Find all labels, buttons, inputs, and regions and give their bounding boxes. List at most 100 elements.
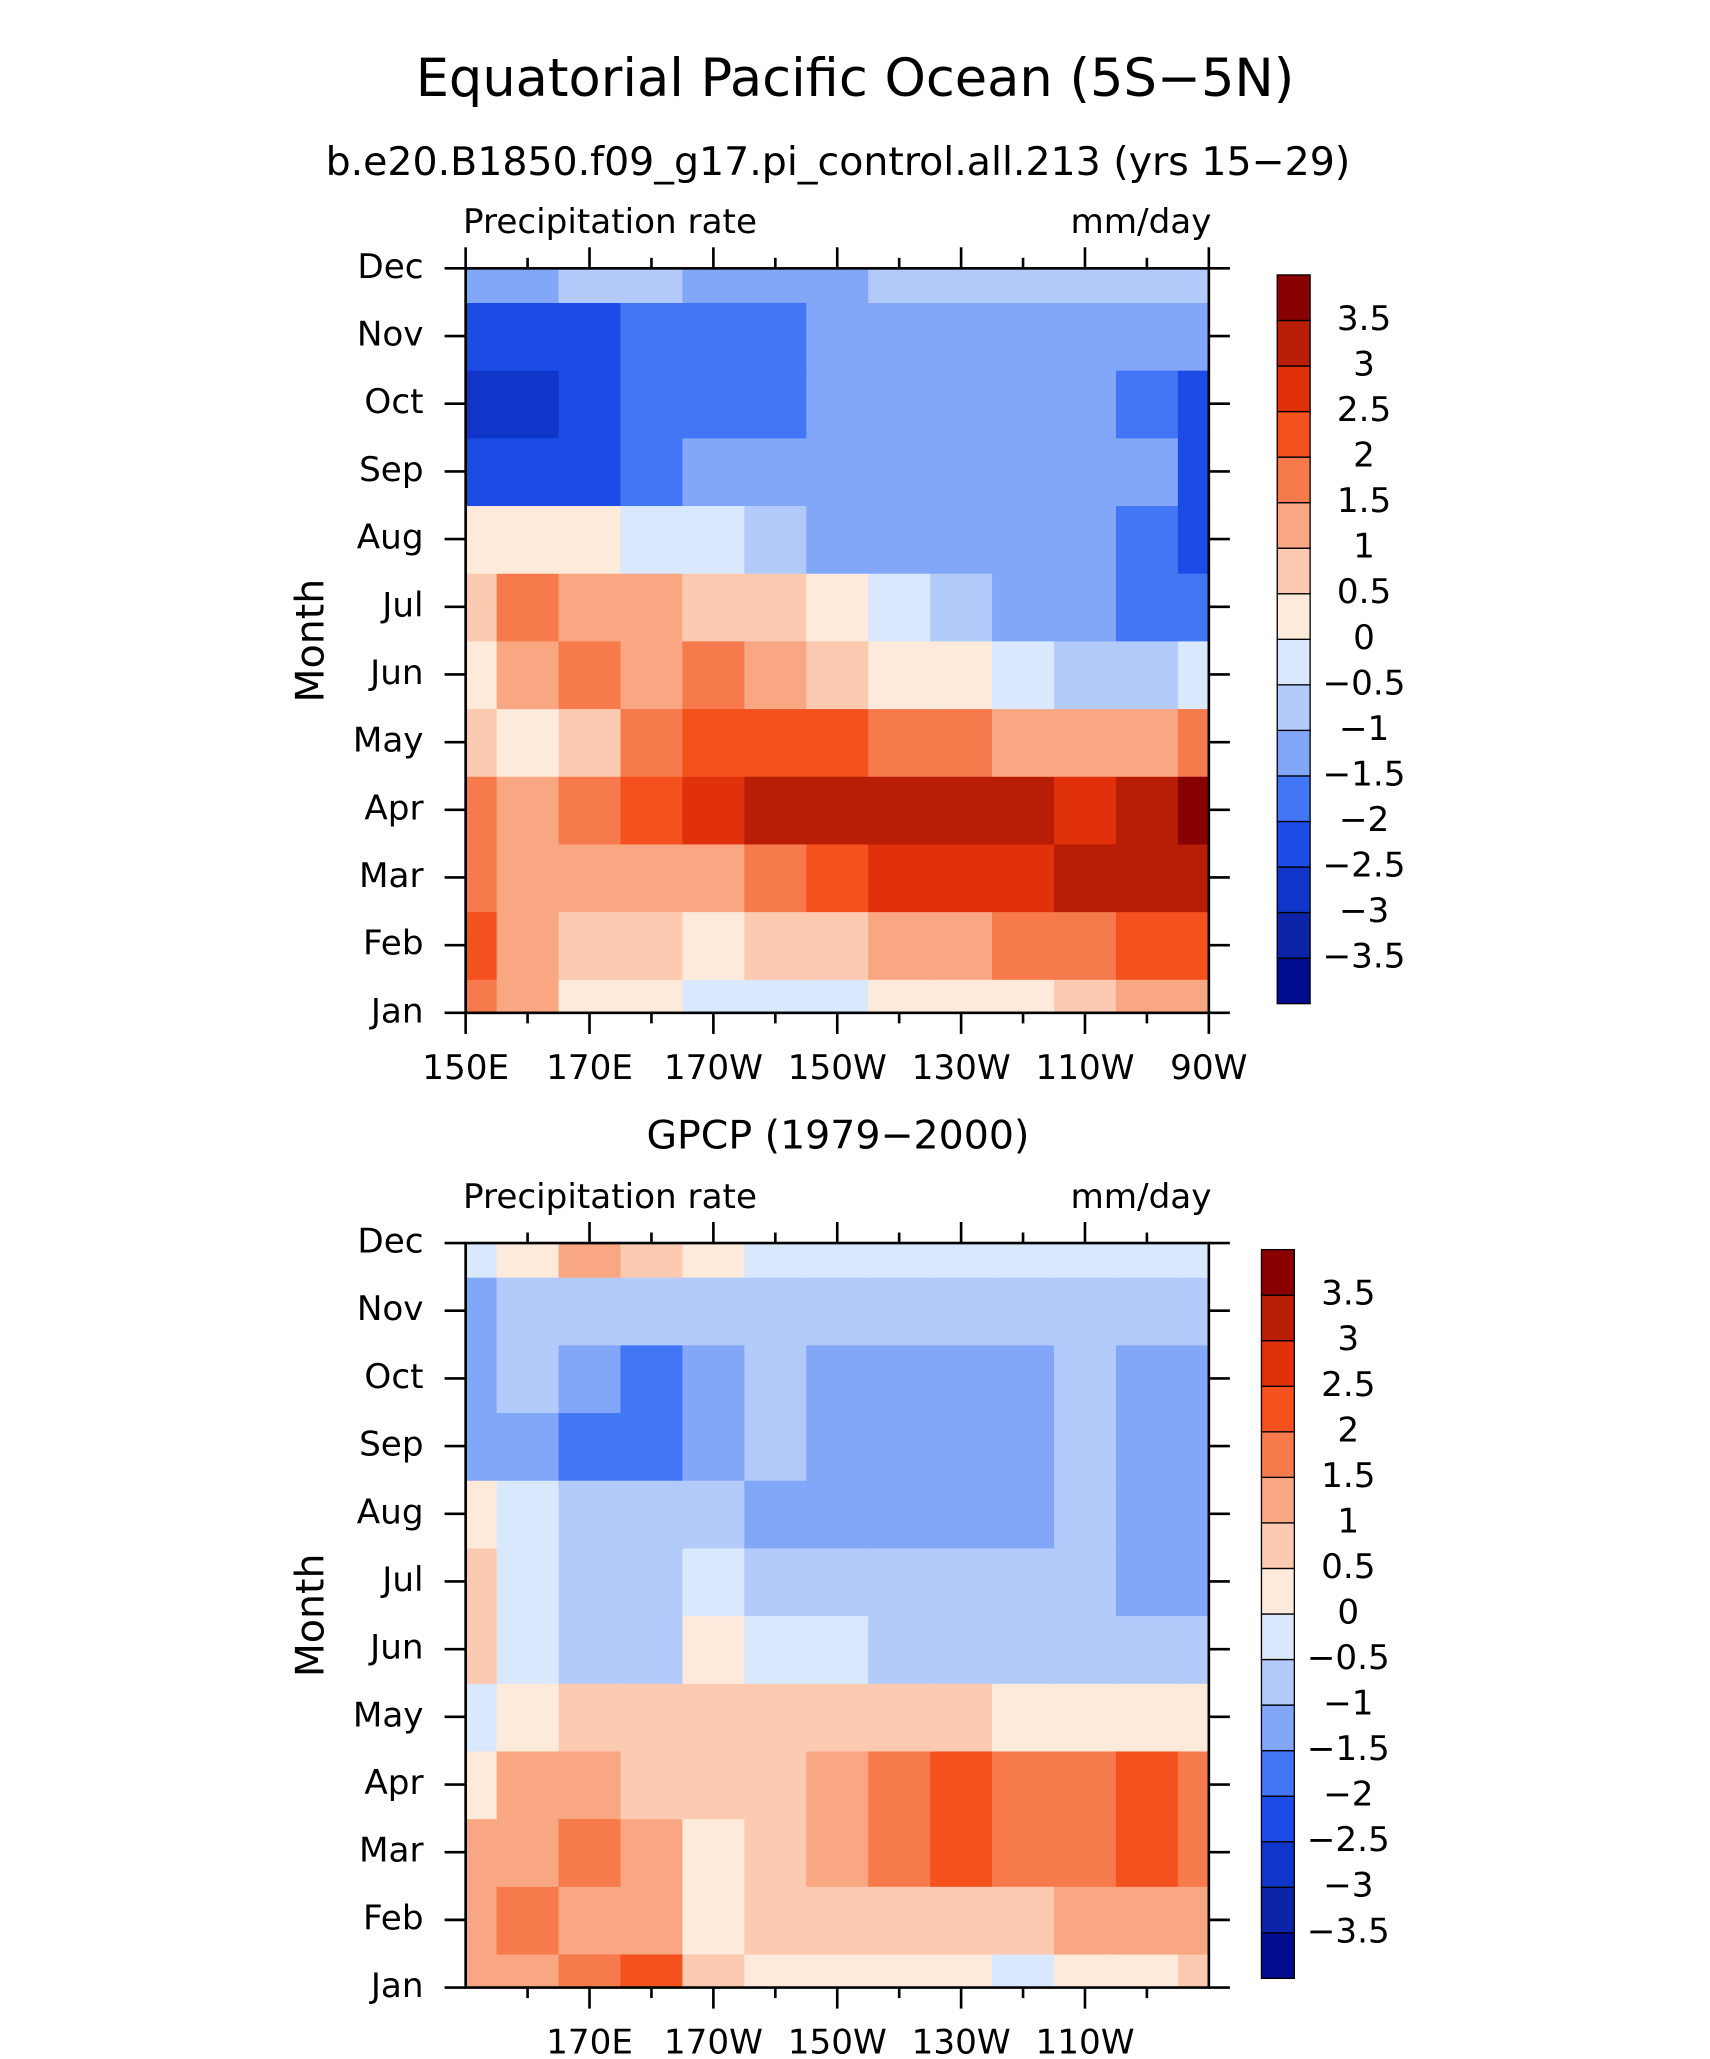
contour-cell: [1177, 979, 1210, 1014]
colorbar-box: [1260, 1385, 1295, 1433]
contour-cell: [744, 1886, 808, 1955]
contour-cell: [1177, 911, 1210, 980]
contour-cell: [620, 1412, 684, 1481]
contour-cell: [465, 1818, 498, 1887]
contour-cell: [465, 775, 498, 845]
contour-cell: [992, 1547, 1055, 1617]
contour-cell: [868, 1412, 931, 1481]
contour-cell: [558, 775, 622, 845]
contour-cell: [930, 1547, 993, 1617]
contour-cell: [558, 268, 622, 303]
contour-cell: [868, 911, 931, 980]
contour-cell: [744, 1615, 808, 1684]
contour-cell: [496, 640, 560, 710]
contour-cell: [868, 1886, 931, 1955]
contour-cell: [558, 369, 622, 439]
y-tick-label: Nov: [357, 315, 424, 355]
colorbar-label: 2.5: [1321, 1365, 1375, 1405]
contour-cell: [620, 302, 684, 371]
contour-cell: [868, 1547, 931, 1617]
right-label: mm/day: [1070, 202, 1211, 242]
contour-cell: [558, 843, 622, 913]
contour-cell: [930, 1818, 993, 1887]
contour-cell: [868, 640, 931, 710]
colorbar-box: [1276, 365, 1311, 413]
contour-cell: [868, 1276, 931, 1346]
colorbar-label: 3.5: [1321, 1274, 1375, 1314]
colorbar-box: [1276, 957, 1311, 1005]
contour-cell: [620, 268, 684, 303]
contour-cell: [620, 1953, 684, 1989]
contour-cell: [930, 268, 993, 303]
colorbar-label: −1: [1339, 709, 1389, 749]
contour-cell: [868, 1750, 931, 1820]
contour-cell: [806, 1682, 869, 1752]
colorbar-label: −2.5: [1323, 846, 1406, 886]
y-tick-label: May: [353, 721, 424, 761]
contour-cell: [868, 369, 931, 439]
contour-cell: [992, 1682, 1055, 1752]
contour-cell: [558, 572, 622, 642]
contour-cell: [1054, 1479, 1117, 1549]
contour-cell: [806, 1615, 869, 1684]
contour-cell: [465, 1243, 498, 1278]
x-tick-label: 170E: [546, 1048, 633, 1088]
contour-cell: [1054, 911, 1117, 980]
colorbar-box: [1276, 684, 1311, 732]
x-tick-label: 170E: [546, 2023, 633, 2059]
x-tick-label: 130W: [912, 2023, 1011, 2059]
y-tick-label: Dec: [357, 247, 423, 287]
contour-cell: [496, 1615, 560, 1684]
contour-cell: [1054, 640, 1117, 710]
colorbar-box: [1260, 1294, 1295, 1342]
contour-cell: [868, 302, 931, 371]
contour-cell: [496, 1412, 560, 1481]
contour-cell: [806, 1412, 869, 1481]
contour-cell: [682, 1276, 746, 1346]
y-tick-label: Feb: [363, 1898, 424, 1938]
contour-cell: [1115, 640, 1179, 710]
contour-cell: [1115, 1818, 1179, 1887]
contour-cell: [992, 775, 1055, 845]
colorbar-box: [1260, 1704, 1295, 1752]
contour-cell: [1115, 843, 1179, 913]
contour-cell: [992, 911, 1055, 980]
figure-title: Equatorial Pacific Ocean (5S−5N): [416, 48, 1295, 109]
contour-cell: [682, 1547, 746, 1617]
contour-cell: [806, 640, 869, 710]
colorbar-label: 0: [1353, 618, 1375, 658]
contour-cell: [806, 1886, 869, 1955]
y-tick-label: Dec: [357, 1222, 423, 1262]
contour-cell: [682, 572, 746, 642]
contour-cell: [465, 708, 498, 777]
contour-cell: [620, 1615, 684, 1684]
contour-cell: [930, 437, 993, 507]
y-tick-label: Jan: [369, 1966, 424, 2006]
colorbar-box: [1276, 547, 1311, 595]
contour-cell: [1054, 268, 1117, 303]
x-tick-label: 90W: [1170, 1048, 1247, 1088]
contour-cell: [1177, 1953, 1210, 1989]
contour-cell: [744, 843, 808, 913]
contour-cell: [465, 843, 498, 913]
colorbar-box: [1260, 1248, 1295, 1296]
contour-cell: [682, 1682, 746, 1752]
contour-cell: [496, 302, 560, 371]
colorbar-box: [1260, 1340, 1295, 1387]
contour-cell: [868, 843, 931, 913]
contour-cell: [806, 1547, 869, 1617]
contour-cell: [682, 268, 746, 303]
contour-cell: [992, 1886, 1055, 1955]
contour-cell: [806, 775, 869, 845]
contour-cell: [930, 775, 993, 845]
contour-cell: [496, 1818, 560, 1887]
contour-cell: [496, 1682, 560, 1752]
contour-cell: [806, 1818, 869, 1887]
contour-cell: [682, 1750, 746, 1820]
contour-cell: [1177, 1479, 1210, 1549]
contour-cell: [744, 302, 808, 371]
contour-cell: [620, 1886, 684, 1955]
contour-cell: [558, 640, 622, 710]
colorbar-box: [1260, 1522, 1295, 1570]
contour-cell: [1054, 572, 1117, 642]
